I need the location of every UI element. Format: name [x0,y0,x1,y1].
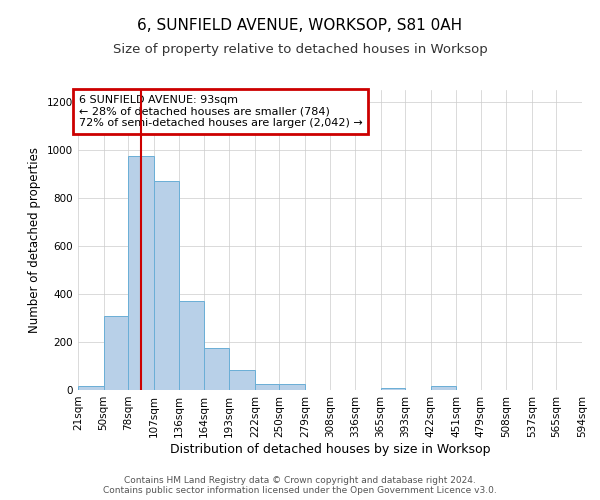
Text: Contains HM Land Registry data © Crown copyright and database right 2024.
Contai: Contains HM Land Registry data © Crown c… [103,476,497,495]
Bar [154,181,179,390]
Bar [280,384,305,390]
X-axis label: Distribution of detached houses by size in Worksop: Distribution of detached houses by size … [170,442,490,456]
Text: Size of property relative to detached houses in Worksop: Size of property relative to detached ho… [113,42,487,56]
Bar [255,384,280,390]
Y-axis label: Number of detached properties: Number of detached properties [28,147,41,333]
Bar [431,386,456,390]
Bar [128,156,154,390]
Bar [179,301,204,390]
Bar [78,386,104,390]
Bar [380,388,405,390]
Text: 6, SUNFIELD AVENUE, WORKSOP, S81 0AH: 6, SUNFIELD AVENUE, WORKSOP, S81 0AH [137,18,463,32]
Bar [229,370,255,390]
Bar [104,316,128,390]
Bar [204,348,229,390]
Text: 6 SUNFIELD AVENUE: 93sqm
← 28% of detached houses are smaller (784)
72% of semi-: 6 SUNFIELD AVENUE: 93sqm ← 28% of detach… [79,95,362,128]
